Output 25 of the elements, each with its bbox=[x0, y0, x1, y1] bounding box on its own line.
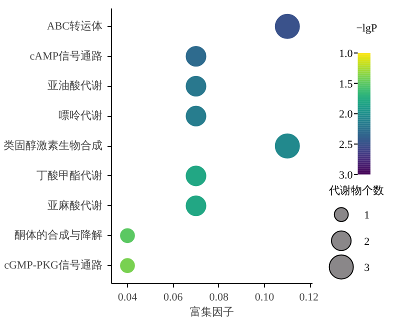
x-tick-label: 0.08 bbox=[209, 292, 229, 304]
color-bar-title: −lgP bbox=[356, 22, 378, 35]
y-tick-label: 亚油酸代谢 bbox=[48, 79, 102, 92]
y-tick-label: 类固醇激素生物合成 bbox=[4, 139, 102, 152]
x-tick-label: 0.04 bbox=[118, 292, 138, 304]
color-bar-label: 2.0 bbox=[338, 108, 354, 121]
legend-title: 代谢物个数 bbox=[328, 184, 384, 197]
y-tick-label: ABC转运体 bbox=[46, 19, 103, 32]
color-bar-label: 2.5 bbox=[338, 139, 354, 152]
x-tick-label: 0.06 bbox=[164, 292, 184, 304]
y-tick-label: cAMP信号通路 bbox=[30, 49, 103, 62]
color-bar-label: 1.5 bbox=[338, 78, 354, 90]
y-tick-label: 嘌呤代谢 bbox=[58, 110, 102, 122]
y-tick-label: 酮体的合成与降解 bbox=[14, 228, 102, 242]
y-tick-label: 丁酸甲酯代谢 bbox=[36, 170, 102, 182]
y-tick-label: 亚麻酸代谢 bbox=[48, 198, 102, 212]
color-bar-label: 1.0 bbox=[338, 48, 354, 60]
color-bar-label: 3.0 bbox=[338, 169, 354, 182]
y-tick-label: cGMP-PKG信号通路 bbox=[4, 258, 103, 272]
x-tick-label: 0.10 bbox=[254, 292, 275, 304]
legend-label: 2 bbox=[364, 236, 370, 248]
legend-label: 3 bbox=[364, 262, 370, 274]
x-tick-label: 0.12 bbox=[299, 292, 318, 304]
x-axis-title: 富集因子 bbox=[190, 306, 234, 318]
legend-label: 1 bbox=[364, 210, 370, 222]
